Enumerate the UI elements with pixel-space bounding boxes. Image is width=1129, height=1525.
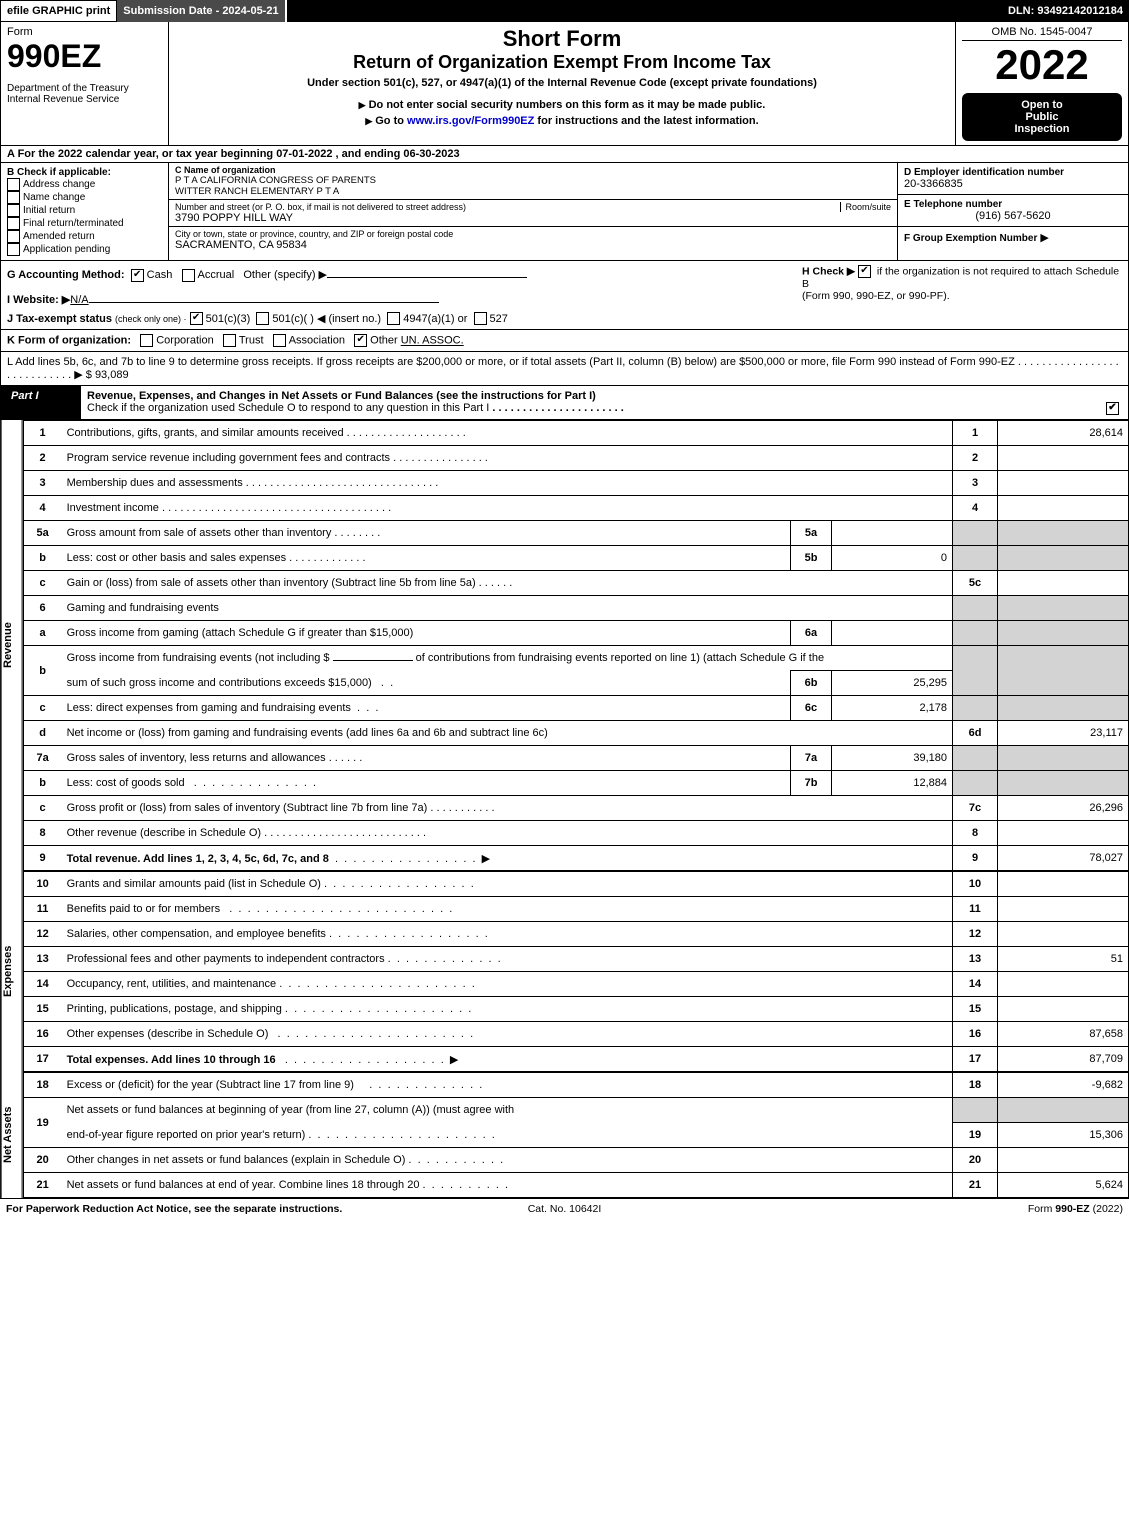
part-1-header: Part I Revenue, Expenses, and Changes in…: [0, 386, 1129, 420]
title-short-form: Short Form: [175, 26, 949, 52]
expenses-section: Expenses 10Grants and similar amounts pa…: [0, 871, 1129, 1072]
tax-year: 2022: [962, 41, 1122, 89]
note-goto: Go to www.irs.gov/Form990EZ for instruct…: [175, 115, 949, 127]
net-assets-label: Net Assets: [1, 1072, 23, 1198]
submission-date: Submission Date - 2024-05-21: [117, 0, 286, 22]
form-number: 990EZ: [7, 38, 162, 75]
revenue-label: Revenue: [1, 420, 23, 871]
inspection-box: Open to Public Inspection: [962, 93, 1122, 141]
section-b: B Check if applicable: Address change Na…: [1, 163, 169, 260]
section-c: C Name of organization P T A CALIFORNIA …: [169, 163, 897, 260]
sections-ghij: G Accounting Method: Cash Accrual Other …: [0, 261, 1129, 330]
subtitle: Under section 501(c), 527, or 4947(a)(1)…: [175, 77, 949, 89]
section-k: K Form of organization: Corporation Trus…: [0, 330, 1129, 352]
form-label: Form: [7, 26, 162, 38]
section-def: D Employer identification number 20-3366…: [897, 163, 1128, 260]
top-bar: efile GRAPHIC print Submission Date - 20…: [0, 0, 1129, 22]
title-return: Return of Organization Exempt From Incom…: [175, 52, 949, 73]
efile-print: efile GRAPHIC print: [0, 0, 117, 22]
note-ssn: Do not enter social security numbers on …: [175, 99, 949, 111]
irs-link[interactable]: www.irs.gov/Form990EZ: [407, 115, 534, 127]
sections-bcdef: B Check if applicable: Address change Na…: [0, 163, 1129, 261]
form-header: Form 990EZ Department of the Treasury In…: [0, 22, 1129, 146]
revenue-section: Revenue 1Contributions, gifts, grants, a…: [0, 420, 1129, 871]
dln: DLN: 93492142012184: [1002, 0, 1129, 22]
expenses-label: Expenses: [1, 871, 23, 1072]
net-assets-section: Net Assets 18Excess or (deficit) for the…: [0, 1072, 1129, 1198]
section-l: L Add lines 5b, 6c, and 7b to line 9 to …: [0, 352, 1129, 386]
dept-treasury: Department of the Treasury: [7, 83, 162, 94]
omb-number: OMB No. 1545-0047: [962, 26, 1122, 41]
section-h: H Check ▶ if the organization is not req…: [802, 265, 1122, 302]
irs-label: Internal Revenue Service: [7, 94, 162, 105]
page-footer: For Paperwork Reduction Act Notice, see …: [0, 1198, 1129, 1219]
section-a-tax-year: A For the 2022 calendar year, or tax yea…: [0, 146, 1129, 163]
